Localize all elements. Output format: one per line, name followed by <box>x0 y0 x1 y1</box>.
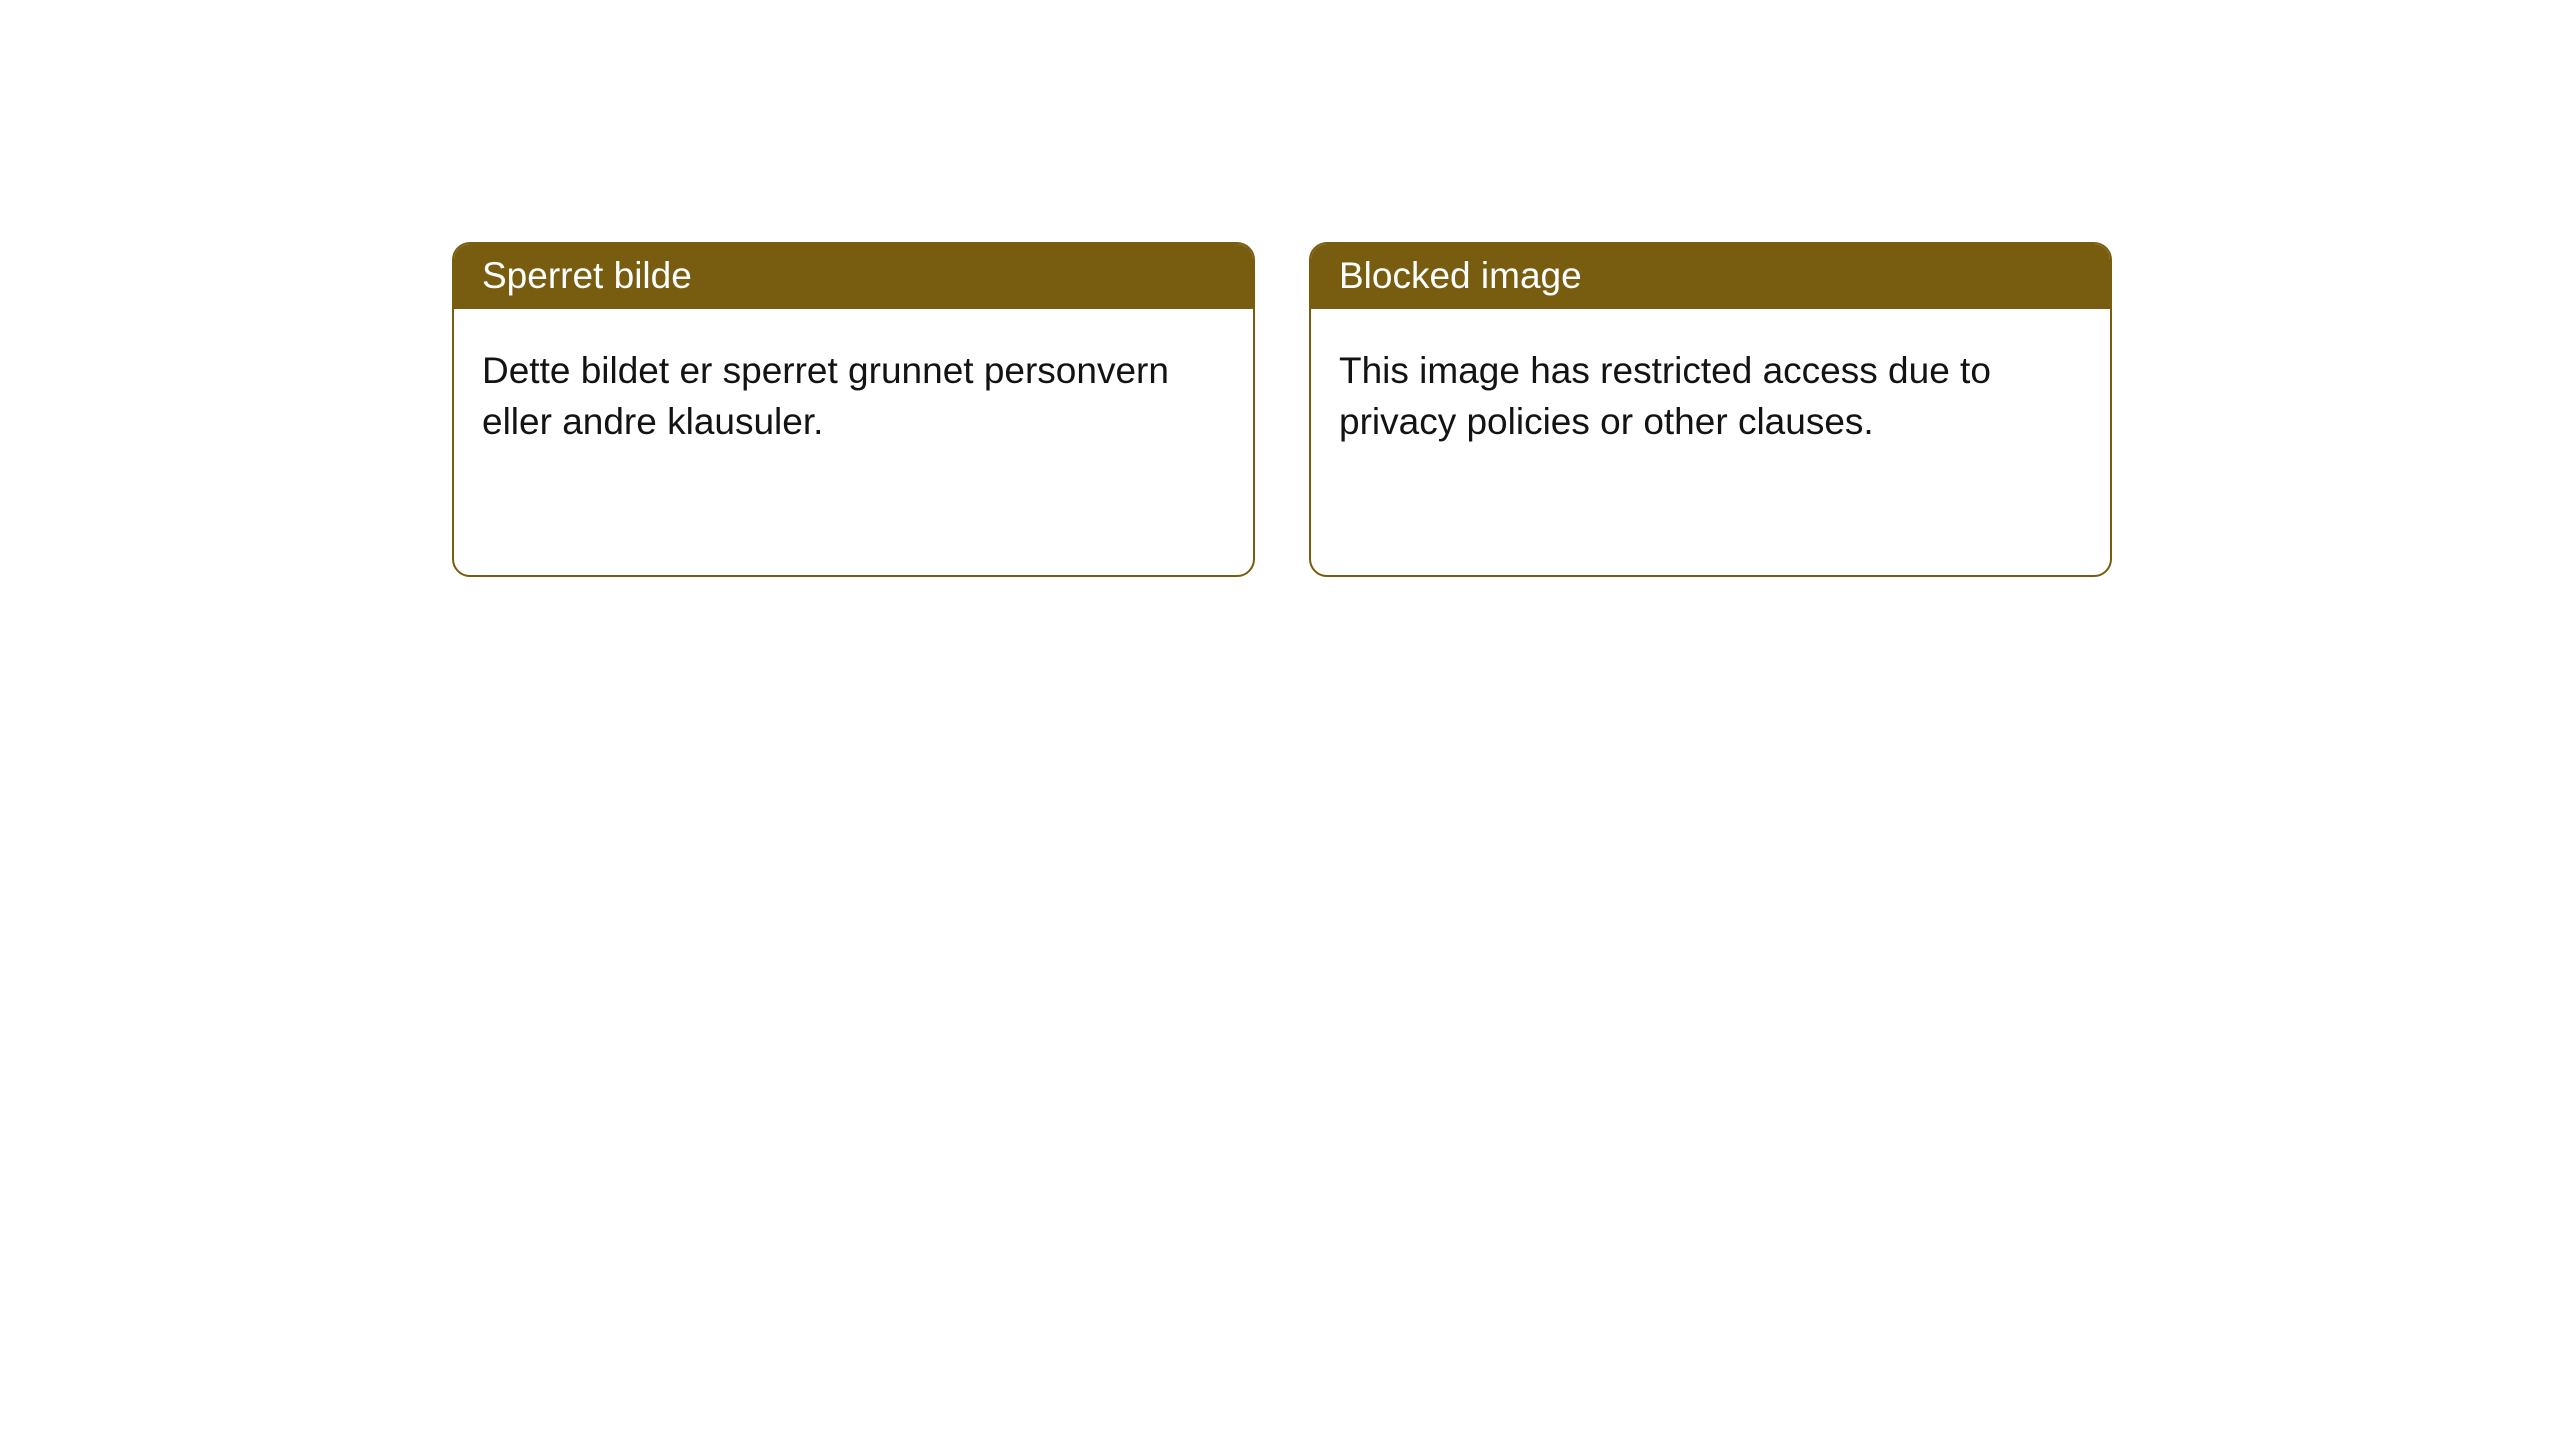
notice-card-title: Sperret bilde <box>482 255 692 296</box>
notice-cards-container: Sperret bilde Dette bildet er sperret gr… <box>0 0 2560 577</box>
notice-card-header: Sperret bilde <box>454 244 1253 309</box>
notice-card-norwegian: Sperret bilde Dette bildet er sperret gr… <box>452 242 1255 577</box>
notice-card-english: Blocked image This image has restricted … <box>1309 242 2112 577</box>
notice-card-title: Blocked image <box>1339 255 1582 296</box>
notice-card-message: This image has restricted access due to … <box>1339 350 1991 442</box>
notice-card-body: Dette bildet er sperret grunnet personve… <box>454 309 1253 483</box>
notice-card-body: This image has restricted access due to … <box>1311 309 2110 483</box>
notice-card-header: Blocked image <box>1311 244 2110 309</box>
notice-card-message: Dette bildet er sperret grunnet personve… <box>482 350 1169 442</box>
